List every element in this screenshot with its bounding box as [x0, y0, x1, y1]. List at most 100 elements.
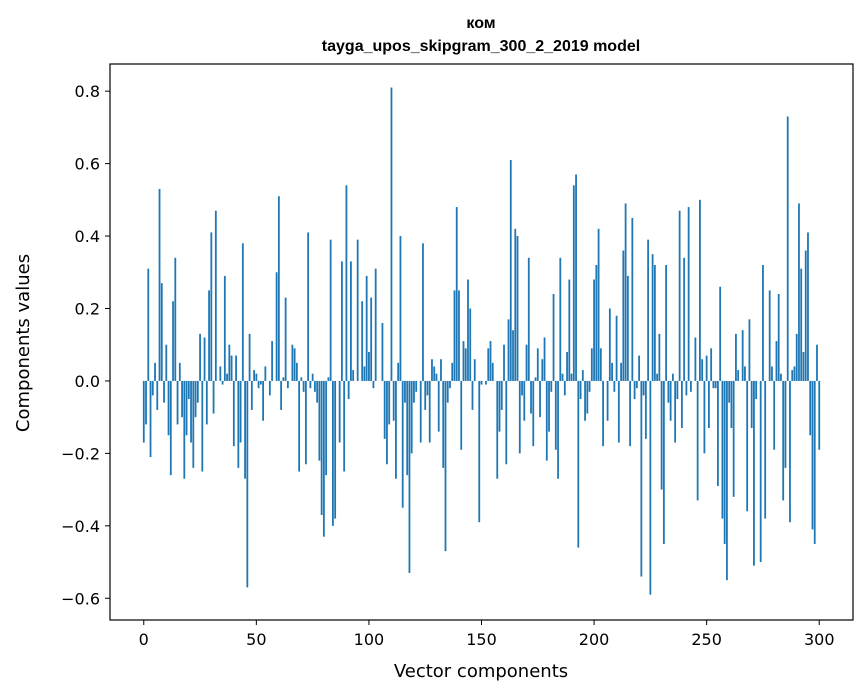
bar — [239, 380, 242, 443]
bar — [480, 380, 483, 385]
bar — [701, 359, 704, 381]
plot-frame — [109, 63, 854, 621]
bar — [210, 232, 213, 381]
bar — [467, 279, 469, 381]
y-tick-label: 0.4 — [75, 227, 100, 246]
bar — [343, 380, 346, 472]
bar — [527, 257, 530, 381]
bars-group — [142, 87, 821, 595]
bar — [649, 380, 652, 595]
bar — [694, 337, 697, 381]
bar — [347, 380, 350, 400]
bar — [318, 380, 321, 461]
chart-subtitle: tayga_upos_skipgram_300_2_2019 model — [322, 38, 640, 55]
bar — [228, 344, 231, 381]
bar — [689, 380, 692, 392]
bar — [473, 359, 476, 381]
bar — [712, 380, 715, 389]
x-axis-label: Vector components — [394, 661, 568, 682]
bar — [667, 380, 670, 403]
bar — [332, 380, 334, 526]
bar — [658, 333, 661, 381]
bar — [383, 380, 386, 439]
bar — [415, 380, 418, 392]
bar — [744, 366, 746, 381]
bar — [633, 380, 636, 400]
bar — [226, 373, 228, 381]
bar — [478, 380, 481, 523]
bar — [581, 370, 584, 381]
bar — [413, 380, 415, 403]
bar — [552, 294, 555, 381]
bar — [590, 348, 593, 381]
bar — [622, 250, 625, 381]
bar — [816, 344, 818, 381]
bar — [714, 380, 717, 389]
bar — [615, 315, 618, 381]
bar — [275, 272, 278, 381]
bar — [586, 380, 589, 414]
bar — [451, 362, 454, 381]
bar — [536, 348, 539, 381]
bar — [705, 355, 708, 381]
bar — [154, 362, 156, 381]
bar — [300, 377, 303, 381]
bar — [286, 380, 289, 389]
x-tick-label: 0 — [139, 630, 149, 649]
bar — [408, 380, 411, 573]
bar — [440, 359, 442, 381]
bar — [390, 87, 393, 381]
bar — [185, 380, 188, 436]
bar — [626, 275, 629, 381]
bar — [741, 330, 744, 381]
bar — [807, 232, 809, 381]
bar — [241, 243, 244, 381]
bar — [327, 377, 330, 381]
bar — [374, 268, 377, 381]
bar — [444, 380, 447, 552]
bar — [759, 380, 762, 563]
bar — [298, 380, 301, 472]
bar — [422, 243, 424, 381]
x-tick-label: 200 — [579, 630, 610, 649]
bar — [361, 301, 364, 381]
bar — [593, 279, 595, 381]
bar — [518, 380, 521, 454]
bar — [613, 380, 616, 392]
bar — [575, 174, 577, 381]
bar — [566, 351, 568, 381]
y-tick-label: −0.4 — [61, 517, 100, 536]
bar — [277, 196, 280, 381]
bar — [257, 380, 260, 389]
bar — [642, 380, 645, 396]
bar — [365, 275, 368, 381]
bar — [190, 380, 192, 443]
bar — [181, 380, 183, 418]
bar — [352, 370, 355, 381]
bar — [638, 355, 641, 381]
bar — [406, 380, 409, 476]
bar — [219, 366, 222, 381]
bar — [804, 250, 807, 381]
bar — [255, 373, 258, 381]
bar — [809, 380, 812, 436]
bar — [214, 210, 217, 381]
bar — [167, 380, 170, 436]
bar — [631, 217, 634, 381]
bar — [388, 380, 391, 425]
bar — [458, 290, 460, 381]
bar — [485, 380, 487, 385]
bar — [338, 380, 341, 443]
bar — [350, 261, 352, 381]
bar — [311, 373, 314, 381]
bar — [771, 366, 773, 381]
bar — [557, 380, 559, 479]
bar — [401, 380, 404, 508]
bar — [669, 380, 672, 421]
bar — [644, 380, 647, 439]
y-axis-ticks: −0.6 −0.4 −0.2 0.0 0.2 0.4 0.6 0.8 — [61, 82, 110, 608]
bar — [541, 359, 544, 381]
bar — [811, 380, 814, 530]
bar — [183, 380, 186, 479]
